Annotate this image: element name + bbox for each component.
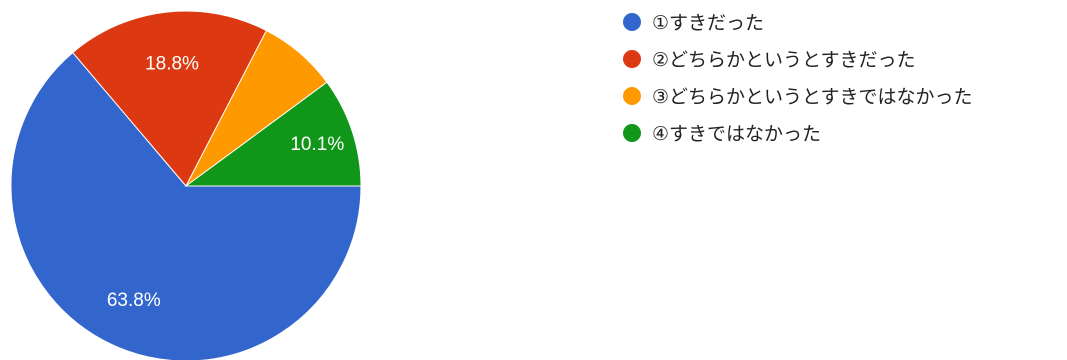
pie-slices	[10, 10, 362, 360]
legend-marker-2	[623, 50, 641, 68]
legend-label-3: ③どちらかというとすきではなかった	[652, 86, 972, 108]
legend-marker-3	[623, 87, 641, 105]
legend-marker-1	[623, 13, 641, 31]
pie-slice-labels: 63.8% 18.8% 10.1%	[107, 54, 344, 311]
pie-slice-1	[10, 51, 362, 360]
slice-value-label-1: 63.8%	[107, 290, 161, 311]
legend-label-2: ②どちらかというとすきだった	[652, 49, 915, 71]
pie-slice-4	[184, 81, 362, 187]
legend-marker-4	[623, 124, 641, 142]
slice-value-label-2: 18.8%	[145, 54, 199, 75]
legend-label-1: ①すきだった	[652, 12, 764, 34]
legend: ①すきだった ②どちらかというとすきだった ③どちらかというとすきではなかった ④すき…	[623, 12, 972, 145]
legend-label-4: ④すきではなかった	[652, 123, 821, 145]
slice-value-label-4: 10.1%	[290, 134, 344, 155]
pie-slice-2	[72, 10, 268, 187]
